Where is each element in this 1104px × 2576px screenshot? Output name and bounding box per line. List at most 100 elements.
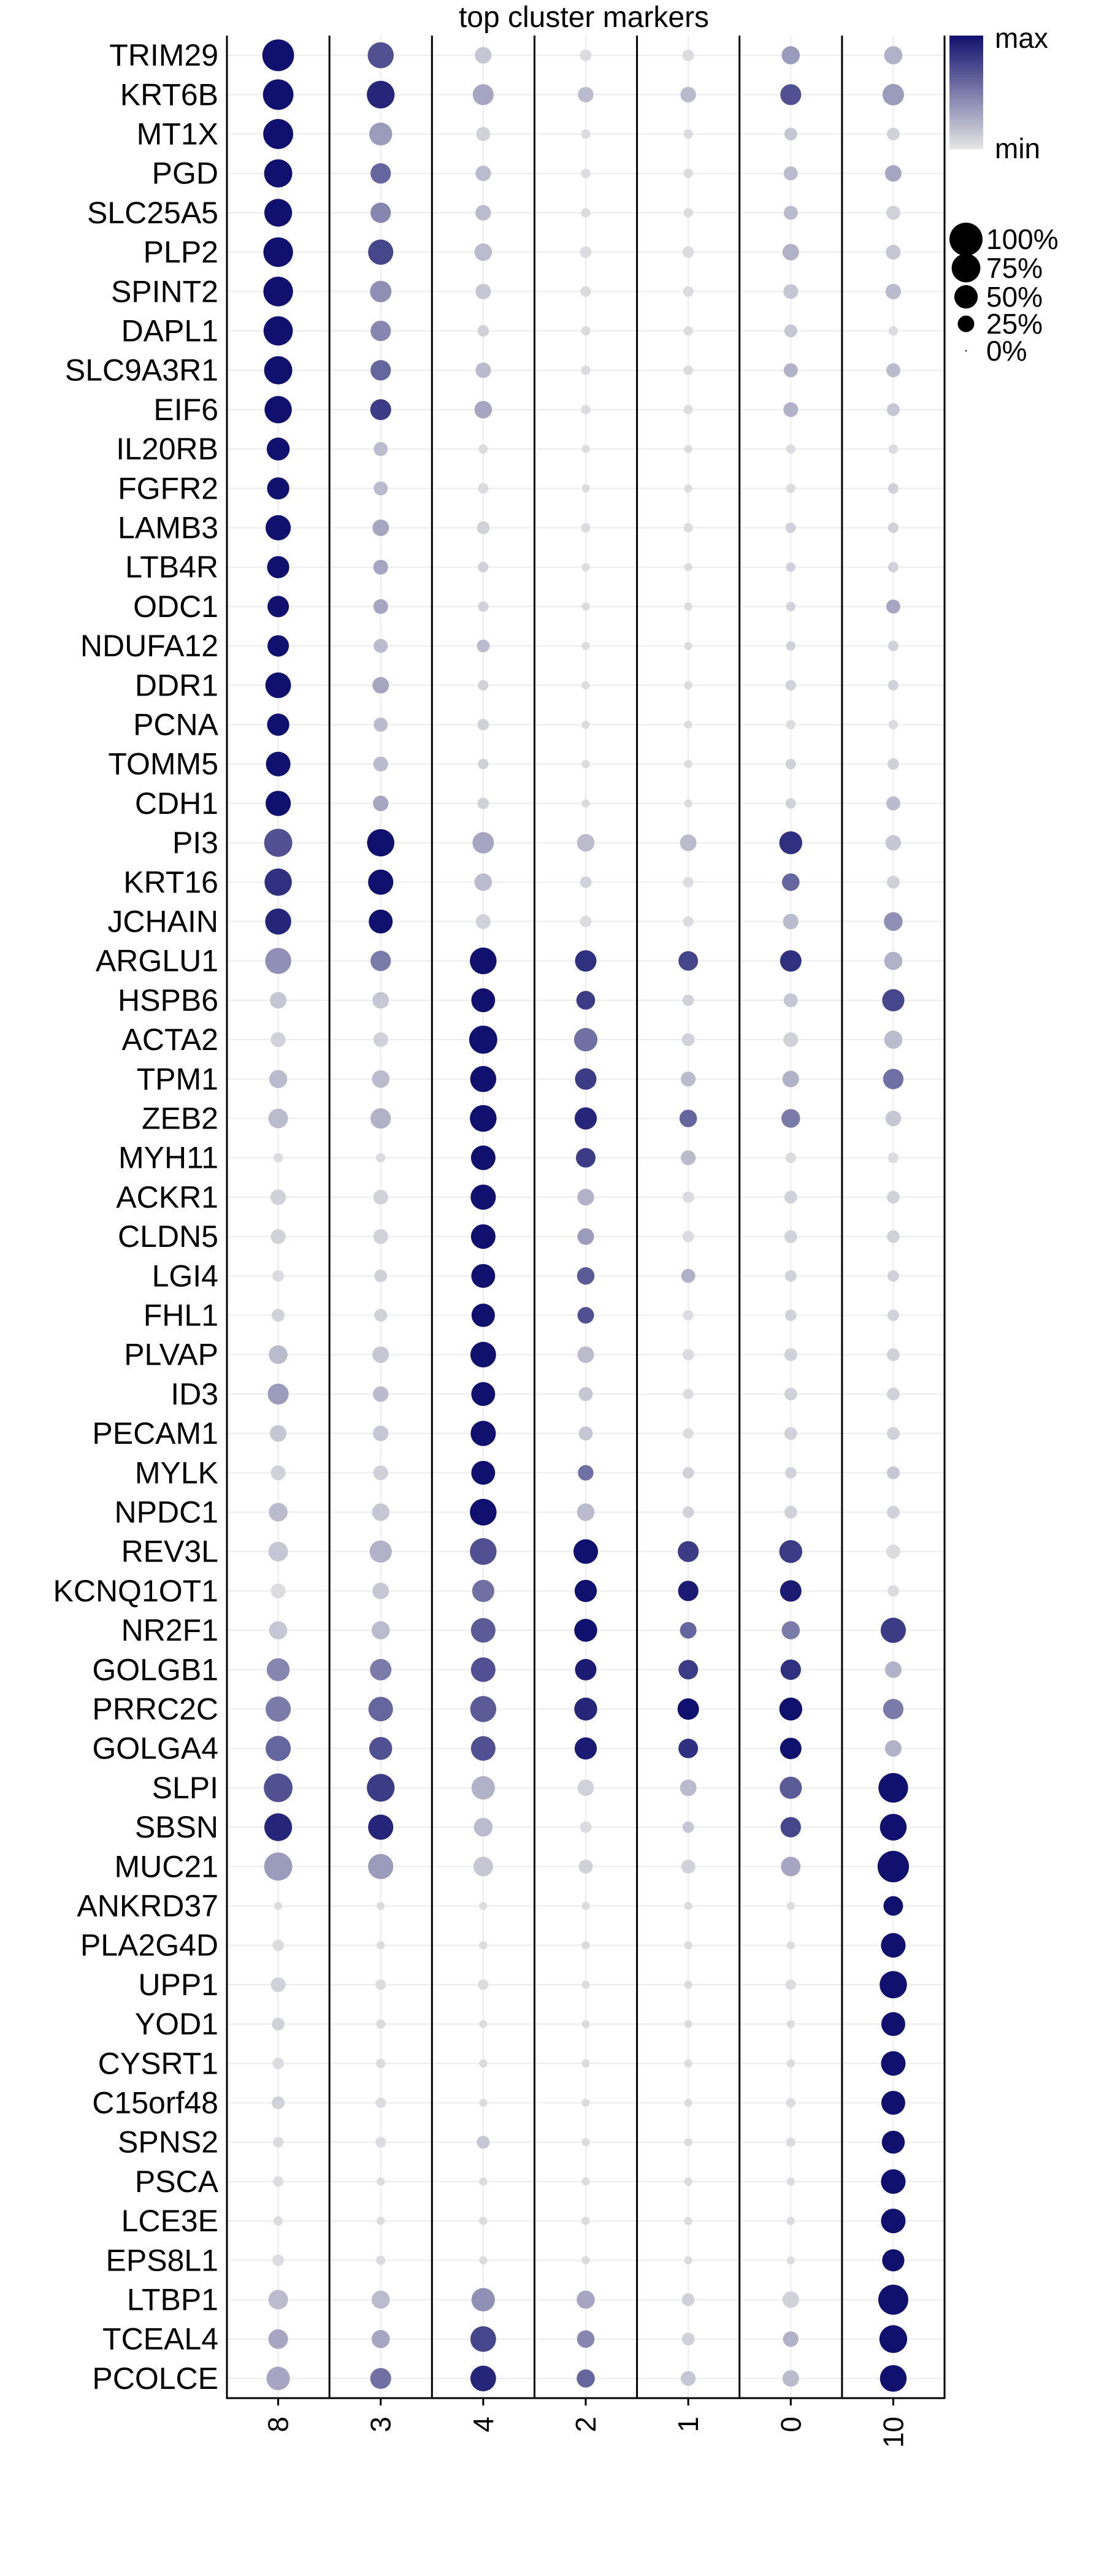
dot-KRT16-cluster-3	[368, 869, 394, 895]
dot-HSPB6-cluster-10	[882, 989, 905, 1012]
dot-FGFR2-cluster-10	[887, 483, 899, 494]
dot-DDR1-cluster-4	[478, 680, 489, 691]
dot-ZEB2-cluster-0	[781, 1109, 800, 1128]
gene-label: SBSN	[135, 1810, 218, 1844]
dot-TCEAL4-cluster-0	[783, 2331, 799, 2347]
gene-label: ZEB2	[142, 1102, 218, 1136]
dot-LGI4-cluster-10	[887, 1270, 899, 1282]
dot-PCNA-cluster-2	[581, 720, 590, 729]
dot-ZEB2-cluster-4	[470, 1105, 497, 1132]
dot-NR2F1-cluster-3	[371, 1621, 390, 1639]
gene-label: LAMB3	[118, 511, 218, 545]
dot-REV3L-cluster-8	[268, 1541, 288, 1562]
dot-NPDC1-cluster-2	[577, 1503, 595, 1521]
gene-label: PGD	[152, 156, 218, 191]
dot-EPS8L1-cluster-0	[786, 2256, 795, 2264]
dot-PRRC2C-cluster-8	[266, 1696, 291, 1722]
dot-DAPL1-cluster-2	[581, 326, 591, 336]
dot-LGI4-cluster-3	[374, 1269, 388, 1282]
dot-C15orf48-cluster-8	[272, 2096, 285, 2109]
dot-SLC25A5-cluster-3	[370, 202, 391, 223]
dot-PLVAP-cluster-1	[682, 1349, 694, 1361]
dot-LAMB3-cluster-8	[266, 515, 291, 541]
dot-C15orf48-cluster-3	[375, 2097, 386, 2109]
cluster-panels	[226, 36, 946, 2399]
dot-C15orf48-cluster-10	[881, 2091, 905, 2115]
dot-SPNS2-cluster-10	[881, 2130, 905, 2154]
dot-SLPI-cluster-10	[878, 1773, 908, 1803]
dot-EIF6-cluster-2	[581, 405, 591, 415]
dot-LTB4R-cluster-2	[581, 563, 590, 572]
dot-KRT16-cluster-8	[264, 868, 292, 896]
dot-PGD-cluster-8	[264, 159, 293, 188]
dot-IL20RB-cluster-4	[478, 444, 488, 454]
dot-CLDN5-cluster-2	[577, 1228, 594, 1245]
dot-MYH11-cluster-4	[470, 1145, 496, 1170]
size-legend-dot	[957, 315, 975, 332]
dot-FHL1-cluster-4	[471, 1303, 495, 1327]
dot-LAMB3-cluster-3	[372, 519, 389, 536]
dot-NDUFA12-cluster-1	[684, 642, 692, 650]
dot-DDR1-cluster-2	[581, 681, 590, 689]
dot-MUC21-cluster-0	[781, 1857, 801, 1877]
dot-NPDC1-cluster-4	[470, 1498, 497, 1526]
gene-label: UPP1	[138, 1968, 218, 2002]
dot-FGFR2-cluster-1	[684, 484, 692, 493]
dot-PRRC2C-cluster-2	[574, 1697, 597, 1721]
dot-ZEB2-cluster-1	[679, 1110, 697, 1127]
dot-DDR1-cluster-0	[785, 680, 796, 691]
dot-SPNS2-cluster-4	[477, 2136, 490, 2149]
dot-KCNQ1OT1-cluster-4	[472, 1579, 494, 1603]
dot-SLC25A5-cluster-8	[264, 199, 293, 227]
dot-MYLK-cluster-0	[784, 1466, 797, 1479]
gene-label: SPNS2	[118, 2125, 218, 2160]
dot-MT1X-cluster-2	[581, 129, 591, 139]
dot-LAMB3-cluster-2	[581, 523, 591, 533]
dot-EIF6-cluster-4	[474, 401, 493, 419]
dot-PLA2G4D-cluster-4	[479, 1941, 488, 1950]
dot-GOLGA4-cluster-10	[884, 1740, 902, 1757]
dot-PGD-cluster-0	[783, 166, 798, 181]
gene-label: CYSRT1	[98, 2046, 218, 2080]
dot-PLA2G4D-cluster-3	[377, 1941, 385, 1950]
gene-label: EPS8L1	[106, 2243, 218, 2277]
dot-C15orf48-cluster-2	[581, 2098, 590, 2107]
gene-label: TPM1	[137, 1062, 218, 1096]
dot-FHL1-cluster-10	[887, 1309, 899, 1321]
gene-label: GOLGA4	[92, 1731, 218, 1766]
dot-DDR1-cluster-3	[372, 677, 389, 694]
dot-KRT16-cluster-1	[683, 876, 694, 887]
dot-CLDN5-cluster-8	[270, 1229, 286, 1244]
dot-ARGLU1-cluster-4	[470, 947, 497, 975]
dot-NR2F1-cluster-2	[574, 1619, 597, 1642]
dot-LCE3E-cluster-0	[786, 2217, 795, 2225]
dot-FHL1-cluster-3	[374, 1309, 388, 1322]
dot-MYH11-cluster-2	[576, 1148, 596, 1168]
dot-GOLGA4-cluster-4	[470, 1736, 496, 1761]
dot-ANKRD37-cluster-0	[786, 1901, 795, 1911]
gene-label: LTB4R	[125, 550, 218, 585]
dot-PGD-cluster-2	[581, 169, 591, 178]
dot-MUC21-cluster-8	[264, 1852, 293, 1881]
dot-ODC1-cluster-2	[581, 602, 590, 611]
dot-MUC21-cluster-3	[368, 1853, 394, 1879]
dot-SBSN-cluster-3	[368, 1814, 394, 1840]
dot-PI3-cluster-2	[577, 834, 595, 852]
dot-ARGLU1-cluster-0	[780, 950, 802, 972]
dot-SLC9A3R1-cluster-10	[886, 363, 900, 378]
gene-label: DDR1	[135, 668, 218, 702]
dot-TCEAL4-cluster-2	[577, 2330, 595, 2348]
size-legend-label: 25%	[986, 308, 1043, 340]
dot-GOLGB1-cluster-2	[575, 1658, 597, 1681]
dot-DAPL1-cluster-10	[888, 326, 899, 336]
dot-UPP1-cluster-3	[375, 1979, 386, 1990]
dot-TPM1-cluster-4	[470, 1066, 497, 1092]
dot-TPM1-cluster-3	[372, 1070, 390, 1088]
legend: max min 100%75%50%25%0%	[949, 22, 1059, 367]
dot-ID3-cluster-2	[578, 1387, 593, 1401]
dot-LTBP1-cluster-4	[471, 2288, 495, 2312]
dot-MYH11-cluster-10	[887, 1152, 899, 1163]
dot-YOD1-cluster-8	[272, 2017, 285, 2031]
gene-label: PI3	[172, 826, 218, 860]
dot-NR2F1-cluster-8	[269, 1621, 288, 1639]
